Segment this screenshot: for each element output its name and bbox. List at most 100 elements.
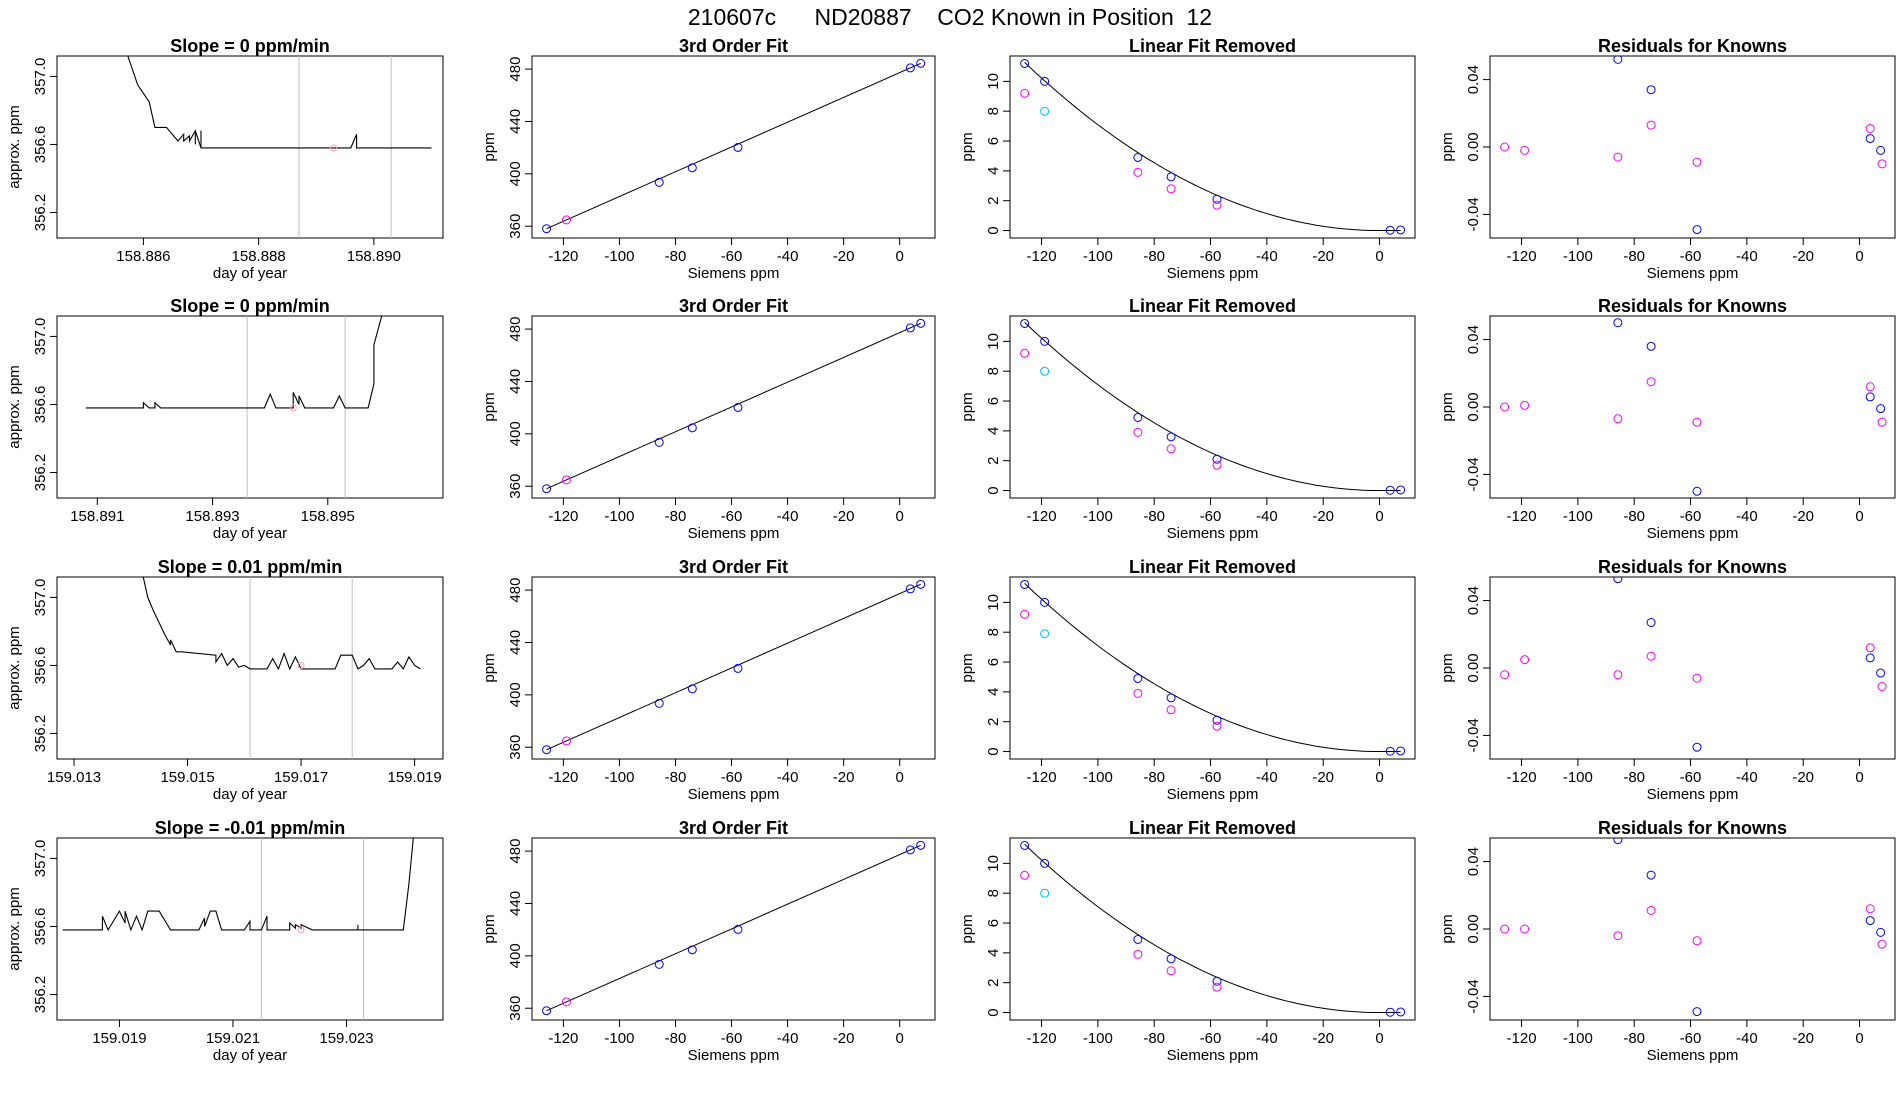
x-tick-label: -20	[1312, 508, 1334, 525]
blue-data-point	[1692, 486, 1702, 496]
y-axis-label: ppm	[481, 914, 498, 943]
magenta-data-point	[1133, 688, 1143, 698]
y-axis-label: ppm	[959, 914, 976, 943]
y-tick-label: 10	[985, 73, 1002, 90]
x-tick-label: -120	[1027, 1030, 1057, 1047]
blue-data-point	[1613, 318, 1623, 328]
mean-marker-point	[297, 926, 305, 934]
x-tick-label: -60	[721, 1030, 743, 1047]
plot-frame	[1489, 315, 1896, 499]
y-tick-label: 10	[985, 594, 1002, 611]
magenta-data-point	[1646, 905, 1656, 915]
panel-r2-c2: Linear Fit Removed -120 -100 -80 -60 -40 -20 0 0…	[959, 557, 1416, 803]
x-tick-label: 0	[1855, 248, 1863, 265]
y-axis-label: ppm	[481, 392, 498, 421]
plot-frame	[56, 315, 444, 499]
y-tick-label: 360	[507, 735, 524, 760]
y-tick-label: -0.04	[1465, 718, 1482, 752]
magenta-data-point	[1692, 157, 1702, 167]
x-tick-label: -20	[1312, 769, 1334, 786]
x-tick-label: -100	[1083, 1030, 1113, 1047]
y-tick-label: 360	[507, 996, 524, 1021]
x-tick-label: 0	[1855, 508, 1863, 525]
x-tick-label: 158.890	[347, 248, 401, 265]
blue-data-point	[1166, 172, 1176, 182]
blue-data-point	[1613, 577, 1623, 584]
y-axis-label: ppm	[481, 132, 498, 161]
x-axis-label: Siemens ppm	[1167, 525, 1259, 542]
fit-curve	[1024, 583, 1401, 752]
x-tick-label: -80	[1143, 769, 1165, 786]
magenta-data-point	[1166, 444, 1176, 454]
blue-data-point	[1876, 927, 1886, 937]
blue-data-point	[733, 142, 743, 152]
x-tick-label: -40	[1736, 508, 1758, 525]
blue-data-point	[1692, 1007, 1702, 1017]
plot-area	[1500, 838, 1887, 1017]
magenta-data-point	[561, 215, 571, 225]
panel-r2-c3: Residuals for Knowns -120 -100 -80 -60 -40 -20…	[1439, 557, 1896, 803]
x-tick-label: -40	[1256, 769, 1278, 786]
x-tick-label: 0	[1375, 248, 1383, 265]
blue-data-point	[1385, 1007, 1395, 1017]
x-tick-label: -80	[1623, 769, 1645, 786]
main-title: 210607c ND20887 CO2 Known in Position 12	[688, 4, 1212, 30]
x-tick-label: 0	[1375, 769, 1383, 786]
y-tick-label: 6	[985, 397, 1002, 405]
x-tick-label: 159.023	[319, 1030, 373, 1047]
magenta-data-point	[1692, 673, 1702, 683]
panel-r3-c2: Linear Fit Removed -120 -100 -80 -60 -40 -20 0 0…	[959, 818, 1416, 1064]
x-tick-label: -120	[548, 1030, 578, 1047]
blue-data-point	[916, 840, 926, 850]
y-tick-label: -0.04	[1465, 457, 1482, 491]
x-tick-label: -60	[1200, 769, 1222, 786]
blue-data-point	[916, 579, 926, 589]
y-tick-label: 356.6	[32, 908, 49, 946]
magenta-data-point	[1133, 949, 1143, 959]
x-tick-label: -120	[1027, 508, 1057, 525]
x-tick-label: -80	[1623, 248, 1645, 265]
blue-data-point	[687, 945, 697, 955]
x-tick-label: -100	[1563, 769, 1593, 786]
plot-frame	[1489, 576, 1896, 760]
plot-area	[1500, 577, 1887, 752]
x-tick-label: -60	[1200, 1030, 1222, 1047]
mean-marker-point	[297, 661, 305, 669]
y-tick-label: 480	[507, 578, 524, 603]
plot-frame	[531, 837, 936, 1021]
blue-data-point	[654, 959, 664, 969]
magenta-data-point	[1133, 427, 1143, 437]
x-tick-label: -100	[604, 769, 634, 786]
blue-data-point	[733, 402, 743, 412]
y-tick-label: 356.6	[32, 386, 49, 424]
blue-data-point	[905, 63, 915, 73]
x-tick-label: 0	[1375, 508, 1383, 525]
blue-data-point	[1040, 858, 1050, 868]
x-tick-label: -100	[604, 248, 634, 265]
plot-frame	[1009, 837, 1416, 1021]
x-tick-label: -80	[1143, 508, 1165, 525]
cyan-data-point	[1040, 888, 1050, 898]
blue-data-point	[687, 684, 697, 694]
plot-area	[542, 58, 926, 234]
x-tick-label: -20	[833, 508, 855, 525]
y-tick-label: 440	[507, 630, 524, 655]
plot-frame	[531, 315, 936, 499]
blue-data-point	[1396, 225, 1406, 235]
plot-area	[542, 318, 926, 494]
blue-data-point	[1646, 618, 1656, 627]
x-tick-label: -40	[1736, 248, 1758, 265]
x-tick-label: 158.888	[232, 248, 286, 265]
blue-data-point	[905, 584, 915, 594]
blue-data-point	[1646, 85, 1656, 95]
blue-data-point	[1133, 412, 1143, 422]
panel-r1-c0: Slope = 0 ppm/min 158.891 158.893 158.895 35…	[6, 296, 444, 542]
magenta-data-point	[1865, 643, 1875, 653]
x-tick-label: 159.015	[160, 769, 214, 786]
magenta-data-point	[1020, 88, 1030, 98]
magenta-data-point	[1692, 936, 1702, 946]
blue-data-point	[905, 323, 915, 333]
y-tick-label: 8	[985, 367, 1002, 375]
panel-title: Residuals for Knowns	[1598, 36, 1787, 56]
x-tick-label: 0	[896, 248, 904, 265]
